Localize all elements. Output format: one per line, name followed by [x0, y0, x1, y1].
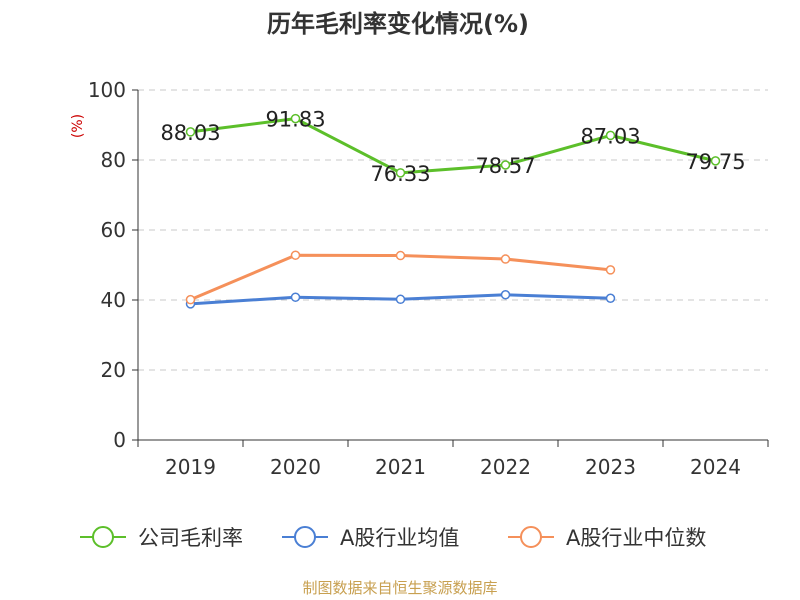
legend-item: A股行业中位数: [508, 526, 706, 550]
data-label: 78.57: [475, 154, 535, 178]
data-point: [500, 290, 511, 300]
data-point: [500, 254, 511, 264]
data-point: [290, 292, 301, 302]
data-point: [395, 168, 406, 178]
data-label: 76.33: [370, 162, 430, 186]
data-label: 87.03: [580, 124, 640, 148]
y-tick-label: 80: [101, 148, 126, 172]
y-tick-label: 40: [101, 288, 126, 312]
legend-item: A股行业均值: [282, 526, 459, 550]
series-line: [189, 253, 611, 302]
legend-label: A股行业中位数: [566, 526, 706, 550]
series-layer: [185, 113, 721, 309]
y-tick-label: 20: [101, 358, 126, 382]
legend-marker: [294, 526, 316, 548]
grid-lines: [138, 89, 768, 371]
legend-item: 公司毛利率: [80, 526, 243, 550]
data-point: [605, 130, 616, 141]
data-point: [605, 293, 616, 303]
y-tick-label: 60: [101, 218, 126, 242]
x-tick-label: 2022: [480, 455, 531, 479]
data-point: [395, 250, 406, 261]
series-line: [190, 117, 716, 175]
data-label: 88.03: [160, 121, 220, 145]
legend-marker: [520, 526, 542, 548]
data-point: [500, 160, 511, 170]
data-point: [605, 265, 616, 275]
x-tick-label: 2019: [165, 455, 216, 479]
data-point: [710, 156, 721, 166]
y-tick-label: 100: [88, 78, 126, 102]
data-point: [290, 113, 301, 124]
source-note: 制图数据来自恒生聚源数据库: [302, 579, 497, 597]
legend-marker: [92, 526, 114, 548]
data-point: [185, 294, 196, 305]
x-tick-label: 2021: [375, 455, 426, 479]
data-label: 79.75: [685, 150, 745, 174]
x-tick-label: 2020: [270, 455, 321, 479]
x-tick-label: 2023: [585, 455, 636, 479]
legend: 公司毛利率 A股行业均值 A股行业中位数: [80, 526, 706, 550]
axes: 0 20 40 60 80 100 2019 2020 2021 2022 2023 2024: [88, 78, 769, 479]
data-point: [395, 294, 406, 305]
data-label: 91.83: [265, 108, 325, 132]
legend-label: A股行业均值: [340, 526, 459, 550]
y-axis-unit: (%): [70, 114, 86, 138]
data-point: [290, 250, 301, 260]
data-point: [185, 127, 196, 137]
legend-label: 公司毛利率: [138, 526, 243, 550]
y-tick-label: 0: [113, 428, 126, 452]
data-labels: 88.03 91.83 76.33 78.57 87.03 79.75: [160, 108, 745, 186]
chart-title: 历年毛利率变化情况(%): [267, 10, 529, 38]
x-tick-label: 2024: [690, 455, 741, 479]
